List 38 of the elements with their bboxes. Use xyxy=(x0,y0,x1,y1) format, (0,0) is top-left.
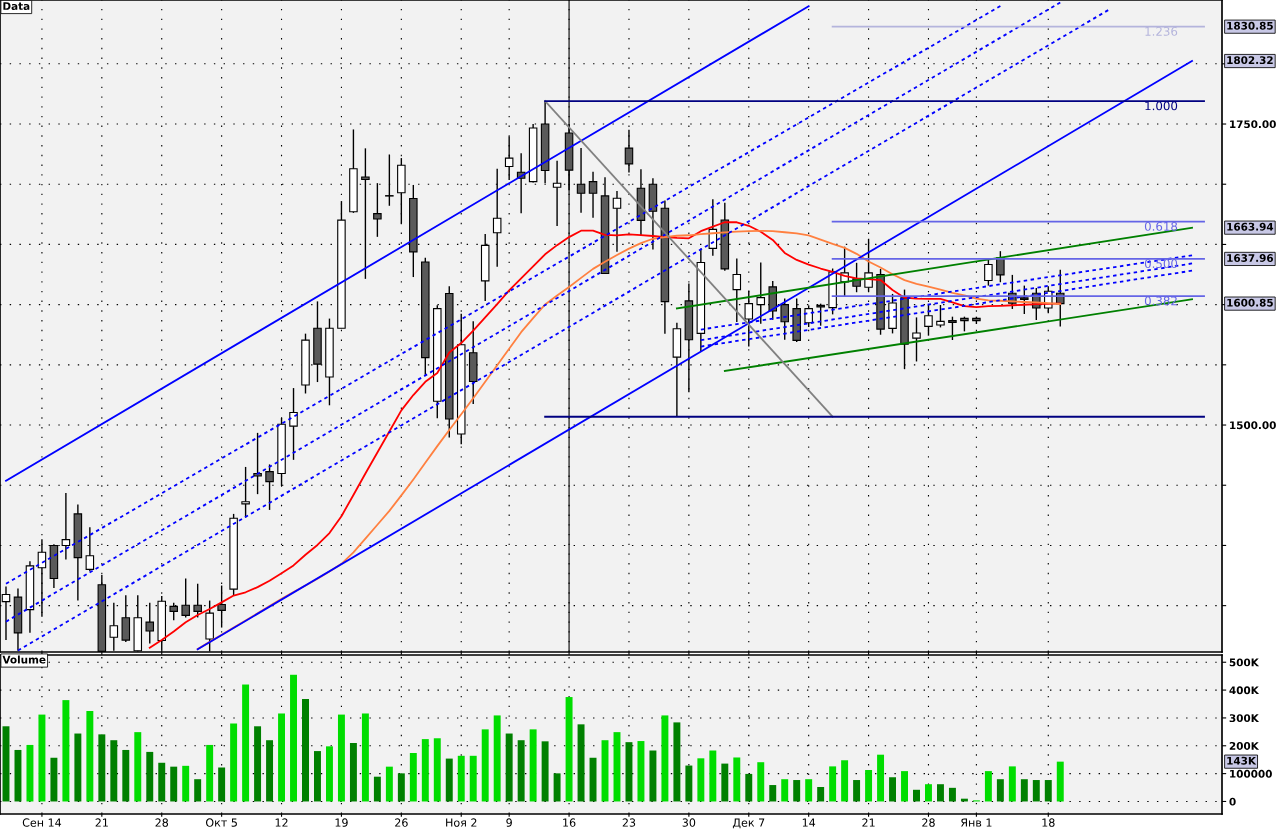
text: 143K xyxy=(1227,756,1257,765)
series-label: 0.618 xyxy=(1144,221,1178,231)
series-label: 1.236 xyxy=(1145,26,1178,36)
x-tick-label: 14 xyxy=(802,818,816,827)
x-tick-label: 23 xyxy=(622,818,636,827)
x-tick-label: 9 xyxy=(506,818,512,827)
y-tick-label: 300K xyxy=(1229,714,1260,723)
y-tick-label: 100000 xyxy=(1230,769,1272,778)
x-tick-label: 12 xyxy=(275,818,288,827)
series-label: 0.500 xyxy=(1144,259,1178,269)
x-tick-label: 26 xyxy=(395,818,408,827)
y-tick-label: 500K xyxy=(1229,658,1260,667)
text: 1663.94 xyxy=(1227,222,1274,231)
x-tick-label: 21 xyxy=(95,818,108,827)
series-label: 0.382 xyxy=(1144,296,1177,306)
x-tick-label: 30 xyxy=(682,818,696,827)
y-tick-label: 1750.00 xyxy=(1230,120,1276,129)
x-tick-label: 28 xyxy=(155,818,169,827)
text: 1637.96 xyxy=(1227,254,1274,262)
text: 1600.85 xyxy=(1227,298,1273,307)
x-tick-label: Сен 14 xyxy=(22,818,62,827)
y-tick-label: 400K xyxy=(1229,686,1260,695)
y-tick-label: 200K xyxy=(1229,742,1260,750)
x-tick-label: Окт 5 xyxy=(205,818,237,827)
text: 1802.32 xyxy=(1227,56,1273,65)
x-tick-label: 21 xyxy=(862,818,875,827)
x-tick-label: 19 xyxy=(335,818,348,827)
chart-title: Volume xyxy=(2,655,46,664)
text: 1830.85 xyxy=(1227,21,1273,30)
y-tick-label: 1500.00 xyxy=(1230,421,1276,430)
x-tick-label: Ноя 2 xyxy=(446,818,477,827)
x-tick-label: 16 xyxy=(563,818,576,827)
x-tick-label: Янв 1 xyxy=(961,818,992,827)
chart-title: Data xyxy=(3,2,30,11)
x-tick-label: 18 xyxy=(1042,818,1055,827)
x-tick-label: Дек 7 xyxy=(732,818,765,829)
x-tick-label: 28 xyxy=(922,818,935,827)
y-tick-label: 0 xyxy=(1229,797,1236,806)
